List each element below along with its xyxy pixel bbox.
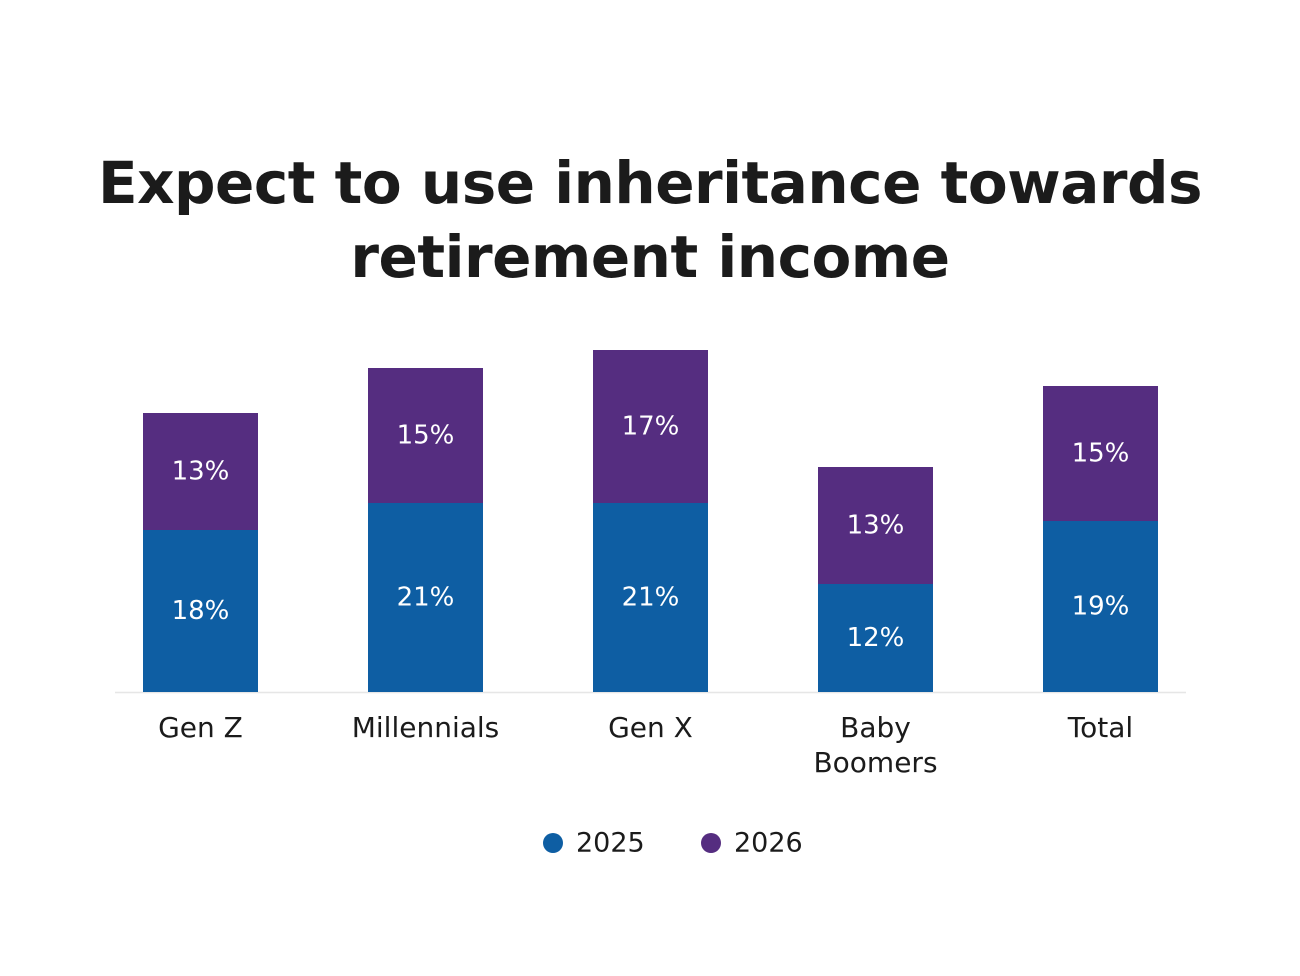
bar-label-2025-3: 12% [847, 623, 905, 653]
bar-label-2025-1: 21% [397, 583, 455, 613]
bar-segment-2026-3 [818, 467, 933, 584]
bar-label-2025-0: 18% [172, 596, 230, 626]
bar-segment-2026-2 [593, 350, 708, 503]
bar-segment-2025-0 [143, 530, 258, 692]
category-label-4: Total [1067, 711, 1133, 744]
bar-segment-2025-2 [593, 503, 708, 692]
bar-label-2025-2: 21% [622, 583, 680, 613]
bar-segment-2025-3 [818, 584, 933, 692]
bar-label-2026-4: 15% [1072, 439, 1130, 469]
bar-label-2026-2: 17% [622, 412, 680, 442]
legend-label-2026: 2026 [734, 828, 803, 859]
category-label-1: Millennials [352, 711, 500, 744]
chart-title-line-2: retirement income [350, 223, 950, 291]
category-label-0: Gen Z [158, 711, 243, 744]
bar-label-2026-1: 15% [397, 421, 455, 451]
category-label-3-line-1: Baby [840, 711, 911, 744]
legend-marker-2026 [701, 833, 721, 853]
bar-label-2025-4: 19% [1072, 592, 1130, 622]
bar-segment-2026-1 [368, 368, 483, 503]
category-label-2: Gen X [608, 711, 693, 744]
legend-marker-2025 [543, 833, 563, 853]
category-label-3-line-2: Boomers [813, 746, 937, 779]
legend: 2025 2026 [543, 828, 803, 859]
bar-label-2026-3: 13% [847, 511, 905, 541]
bar-segment-2026-0 [143, 413, 258, 530]
legend-label-2025: 2025 [576, 828, 645, 859]
chart-title: Expect to use inheritance towards retire… [0, 146, 1300, 294]
chart-title-line-1: Expect to use inheritance towards [97, 149, 1203, 217]
bar-label-2026-0: 13% [172, 457, 230, 487]
bars-group: 18% 13% 21% 15% 21% 17% 12% 13% 19% 15% [143, 350, 1158, 692]
bar-segment-2025-4 [1043, 521, 1158, 692]
bar-segment-2025-1 [368, 503, 483, 692]
bar-segment-2026-4 [1043, 386, 1158, 521]
